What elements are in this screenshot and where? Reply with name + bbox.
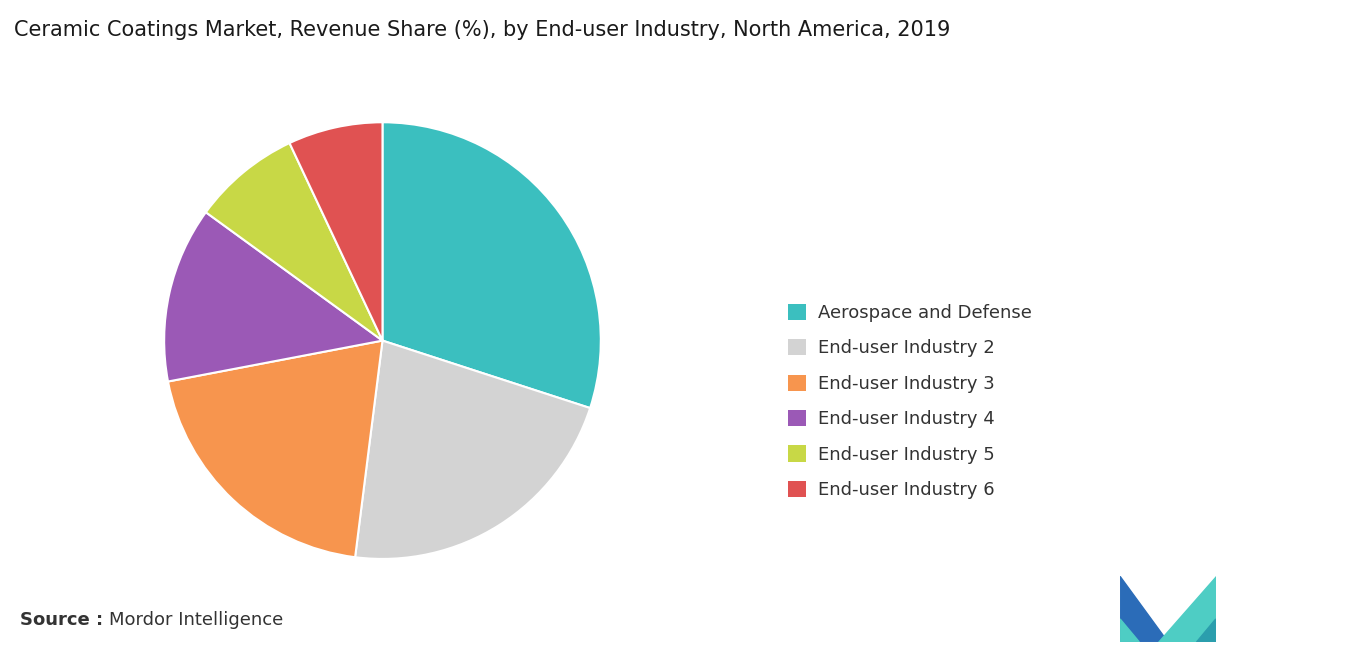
Wedge shape [164,212,382,381]
Text: Ceramic Coatings Market, Revenue Share (%), by End-user Industry, North America,: Ceramic Coatings Market, Revenue Share (… [14,20,949,40]
Polygon shape [1197,619,1216,642]
Text: Mordor Intelligence: Mordor Intelligence [109,611,284,629]
Polygon shape [1120,576,1168,642]
Polygon shape [1120,619,1139,642]
Wedge shape [168,341,382,557]
Polygon shape [1158,576,1216,642]
Wedge shape [206,143,382,341]
Legend: Aerospace and Defense, End-user Industry 2, End-user Industry 3, End-user Indust: Aerospace and Defense, End-user Industry… [788,304,1033,499]
Wedge shape [290,122,382,341]
Wedge shape [355,341,590,559]
Wedge shape [382,122,601,408]
Text: Source :: Source : [20,611,104,629]
